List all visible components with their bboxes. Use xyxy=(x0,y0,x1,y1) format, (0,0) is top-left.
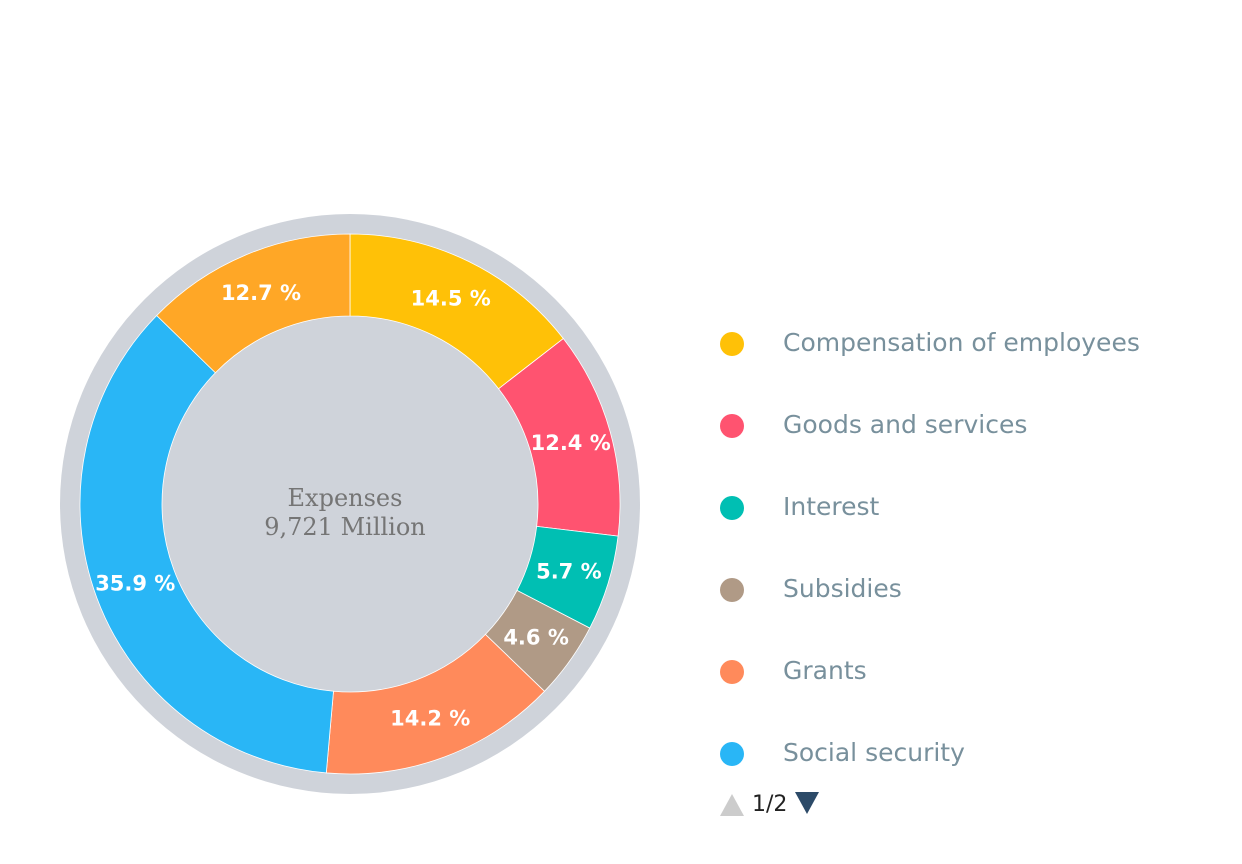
legend-label: Compensation of employees xyxy=(783,328,1140,357)
legend-dot-icon xyxy=(720,496,744,520)
legend-dot-icon xyxy=(720,578,744,602)
pie-slice-social-security[interactable] xyxy=(79,314,334,774)
pie-slice-other[interactable] xyxy=(156,233,351,374)
slice-value-label: 14.2 % xyxy=(390,706,470,730)
slice-value-label: 5.7 % xyxy=(536,559,602,583)
legend-pager: 1/2 xyxy=(718,788,821,820)
legend-label: Interest xyxy=(783,492,880,521)
legend-item-compensation[interactable]: Compensation of employees xyxy=(718,322,1218,404)
legend-item-goods-services[interactable]: Goods and services xyxy=(718,404,1218,486)
legend-dot-icon xyxy=(720,332,744,356)
legend-dot-icon xyxy=(720,414,744,438)
slice-value-label: 12.7 % xyxy=(221,281,301,305)
slice-value-label: 4.6 % xyxy=(503,625,569,649)
legend-label: Subsidies xyxy=(783,574,902,603)
donut-chart: 14.5 % 12.4 % 5.7 % 4.6 % 14.2 % 35.9 % 12.7 %… xyxy=(60,214,640,794)
legend-page-indicator: 1/2 xyxy=(752,791,788,817)
triangle-down-icon[interactable] xyxy=(793,790,821,818)
legend-label: Grants xyxy=(783,656,867,685)
chart-legend: Compensation of employees Goods and serv… xyxy=(718,322,1218,814)
slice-value-label: 12.4 % xyxy=(531,431,611,455)
slice-value-label: 35.9 % xyxy=(95,572,175,596)
triangle-up-icon[interactable] xyxy=(718,790,746,818)
center-subtitle: 9,721 Million xyxy=(264,513,426,541)
legend-label: Social security xyxy=(783,738,965,767)
legend-item-grants[interactable]: Grants xyxy=(718,650,1218,732)
legend-label: Goods and services xyxy=(783,410,1028,439)
slice-value-label: 14.5 % xyxy=(411,286,491,310)
legend-dot-icon xyxy=(720,660,744,684)
legend-item-interest[interactable]: Interest xyxy=(718,486,1218,568)
legend-item-social-security[interactable]: Social security xyxy=(718,732,1218,814)
legend-item-subsidies[interactable]: Subsidies xyxy=(718,568,1218,650)
legend-dot-icon xyxy=(720,742,744,766)
center-title: Expenses xyxy=(288,484,403,512)
